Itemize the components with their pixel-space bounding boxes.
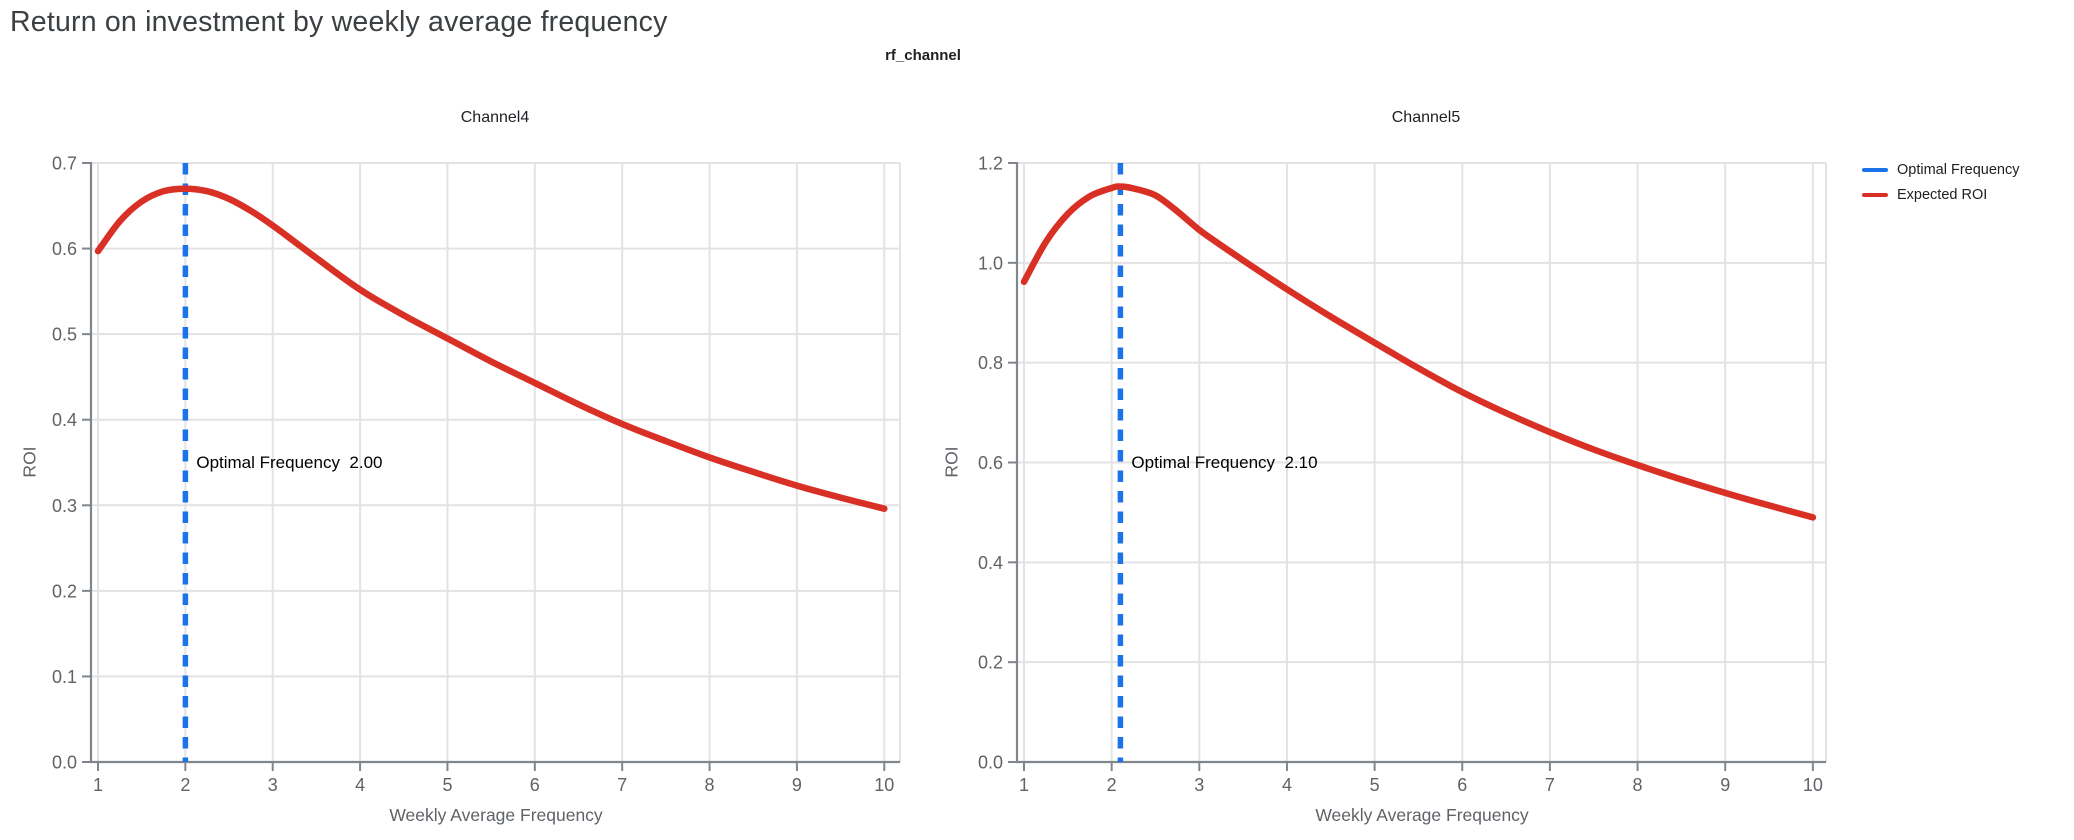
- x-axis-label-channel4: Weekly Average Frequency: [389, 805, 603, 825]
- svg-text:1: 1: [93, 775, 103, 795]
- optimal-frequency-line-swatch: [1862, 168, 1888, 172]
- y-axis-label-channel4: ROI: [19, 446, 40, 478]
- axes-Channel4: [82, 162, 900, 771]
- legend-label-optimal-frequency: Optimal Frequency: [1897, 162, 2020, 178]
- svg-text:9: 9: [1720, 775, 1730, 795]
- svg-text:0.0: 0.0: [52, 753, 77, 773]
- tick-labels-Channel4: 0.0 0.1 0.2 0.3 0.4 0.5 0.6 0.7 1 2 3 4 5 6 7 8 9 10: [52, 154, 894, 796]
- expected-roi-curve-Channel5: [1020, 183, 1817, 521]
- svg-text:0.2: 0.2: [978, 653, 1003, 673]
- svg-text:0.6: 0.6: [978, 453, 1003, 473]
- svg-text:0.6: 0.6: [52, 239, 77, 259]
- expected-roi-curve-Channel4: [94, 185, 888, 512]
- svg-text:2: 2: [180, 775, 190, 795]
- legend-item-expected-roi: Expected ROI: [1862, 186, 2020, 204]
- tick-labels-Channel5: 0.0 0.2 0.4 0.6 0.8 1.0 1.2 1 2 3 4 5 6 7 8 9 10: [978, 154, 1823, 796]
- svg-text:0.7: 0.7: [52, 154, 77, 174]
- svg-text:0.2: 0.2: [52, 581, 77, 601]
- axes-Channel5: [1008, 162, 1826, 771]
- y-axis-label-channel5: ROI: [941, 446, 962, 478]
- svg-text:6: 6: [530, 775, 540, 795]
- legend-label-expected-roi: Expected ROI: [1897, 187, 1988, 203]
- grid-lines-Channel4: [91, 162, 901, 762]
- svg-text:10: 10: [1803, 775, 1823, 795]
- optimal-frequency-annotation: Optimal Frequency 2.10: [1131, 452, 1318, 472]
- svg-text:2: 2: [1107, 775, 1117, 795]
- svg-text:4: 4: [355, 775, 365, 795]
- svg-text:9: 9: [792, 775, 802, 795]
- svg-text:0.3: 0.3: [52, 496, 77, 516]
- svg-text:8: 8: [1633, 775, 1643, 795]
- expected-roi-line-swatch: [1862, 193, 1888, 197]
- svg-text:1: 1: [1019, 775, 1029, 795]
- svg-text:0.5: 0.5: [52, 325, 77, 345]
- grid-lines-Channel5: [1017, 162, 1827, 762]
- legend-item-optimal-frequency: Optimal Frequency: [1862, 161, 2020, 179]
- svg-text:5: 5: [1370, 775, 1380, 795]
- svg-text:0.8: 0.8: [978, 353, 1003, 373]
- figure-suptitle: rf_channel: [885, 47, 961, 64]
- legend: Optimal Frequency Expected ROI: [1862, 161, 2020, 204]
- svg-text:4: 4: [1282, 775, 1292, 795]
- svg-text:1.0: 1.0: [978, 253, 1003, 273]
- svg-text:1.2: 1.2: [978, 154, 1003, 174]
- svg-text:7: 7: [1545, 775, 1555, 795]
- svg-text:0.1: 0.1: [52, 667, 77, 687]
- page-title: Return on investment by weekly average f…: [10, 6, 668, 38]
- svg-text:5: 5: [442, 775, 452, 795]
- svg-text:0.4: 0.4: [978, 553, 1003, 573]
- svg-text:7: 7: [617, 775, 627, 795]
- svg-text:8: 8: [705, 775, 715, 795]
- svg-text:0.4: 0.4: [52, 410, 77, 430]
- svg-text:6: 6: [1457, 775, 1467, 795]
- svg-text:3: 3: [268, 775, 278, 795]
- svg-text:3: 3: [1194, 775, 1204, 795]
- optimal-frequency-annotation: Optimal Frequency 2.00: [196, 452, 383, 472]
- chart-title-channel5: Channel5: [1391, 109, 1461, 126]
- x-axis-label-channel5: Weekly Average Frequency: [1315, 805, 1529, 825]
- svg-text:0.0: 0.0: [978, 753, 1003, 773]
- svg-text:10: 10: [874, 775, 894, 795]
- chart-title-channel4: Channel4: [460, 109, 530, 126]
